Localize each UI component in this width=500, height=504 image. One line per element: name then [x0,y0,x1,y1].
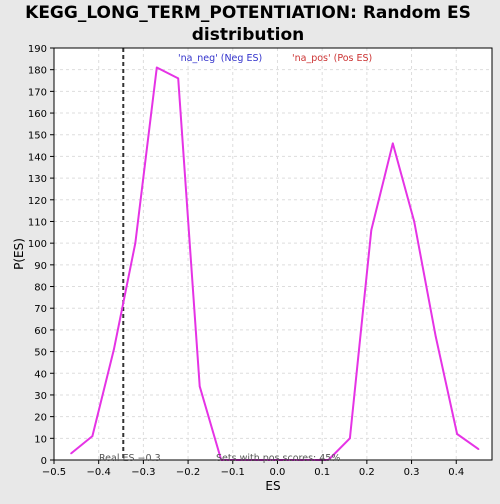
y-tick-label: 110 [28,217,47,228]
y-tick-label: 120 [28,196,47,207]
x-tick-label: 0.1 [314,467,330,478]
y-tick-label: 50 [34,348,47,359]
y-tick-label: 160 [28,109,47,120]
x-tick-label: 0.3 [404,467,420,478]
y-tick-label: 0 [41,456,47,467]
x-tick-label: −0.5 [42,467,66,478]
pos-es-label: 'na_pos' (Pos ES) [292,53,372,64]
x-tick-label: 0.0 [270,467,286,478]
y-tick-label: 40 [34,369,47,380]
data-point [113,348,115,351]
y-tick-label: 100 [28,239,47,250]
neg-es-label: 'na_neg' (Neg ES) [178,53,262,64]
y-tick-label: 170 [28,87,47,98]
data-point [477,448,480,450]
data-point [177,77,180,80]
y-tick-label: 180 [28,66,47,77]
x-tick-label: −0.3 [131,467,155,478]
x-axis-label: ES [265,479,280,493]
plot-frame [53,47,493,461]
y-tick-label: 90 [34,261,47,272]
data-point [198,385,201,388]
axes-layer [53,47,493,461]
data-point [155,66,158,69]
plot-area [54,48,492,460]
data-point [434,335,437,338]
data-point [456,433,458,435]
y-tick-label: 20 [34,413,47,424]
chart-title-line2: distribution [192,25,304,45]
y-tick-label: 150 [28,131,47,142]
x-tick-label: −0.4 [87,467,111,478]
y-tick-label: 190 [28,44,47,55]
pos-scores-label: Sets with pos scores: 45% [216,453,340,464]
y-tick-label: 130 [28,174,47,185]
data-point [370,229,373,231]
x-tick-label: 0.2 [359,467,375,478]
x-tick-label: −0.2 [176,467,200,478]
x-tick-label: −0.1 [221,467,245,478]
y-tick-label: 70 [34,304,47,315]
data-point [413,220,416,223]
data-point [70,452,72,455]
x-tick-label: 0.4 [448,467,464,478]
y-tick-label: 10 [34,434,47,445]
y-axis-label: P(ES) [12,238,26,270]
y-tick-label: 60 [34,326,47,337]
data-point [134,242,137,244]
chart-title-line1: KEGG_LONG_TERM_POTENTIATION: Random ES [25,3,471,23]
ticks-layer: 0 10 20 30 40 50 60 70 80 90 100 110 120 130 140 150 160… [28,44,464,478]
real-es-label: Real ES −0.3 [99,453,161,464]
y-tick-label: 140 [28,152,47,163]
y-tick-label: 30 [34,391,47,402]
data-point [349,437,351,440]
data-point [91,435,94,437]
y-tick-label: 80 [34,283,47,294]
data-point [391,142,394,145]
